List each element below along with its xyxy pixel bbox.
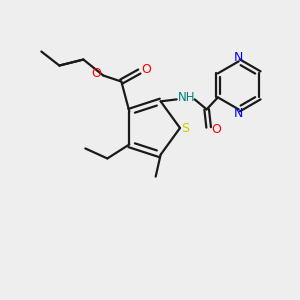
Text: O: O <box>141 63 151 76</box>
Text: N: N <box>234 107 243 120</box>
Text: O: O <box>212 123 222 136</box>
Text: O: O <box>92 67 101 80</box>
Text: NH: NH <box>178 91 195 104</box>
Text: N: N <box>234 51 243 64</box>
Text: S: S <box>181 122 189 134</box>
